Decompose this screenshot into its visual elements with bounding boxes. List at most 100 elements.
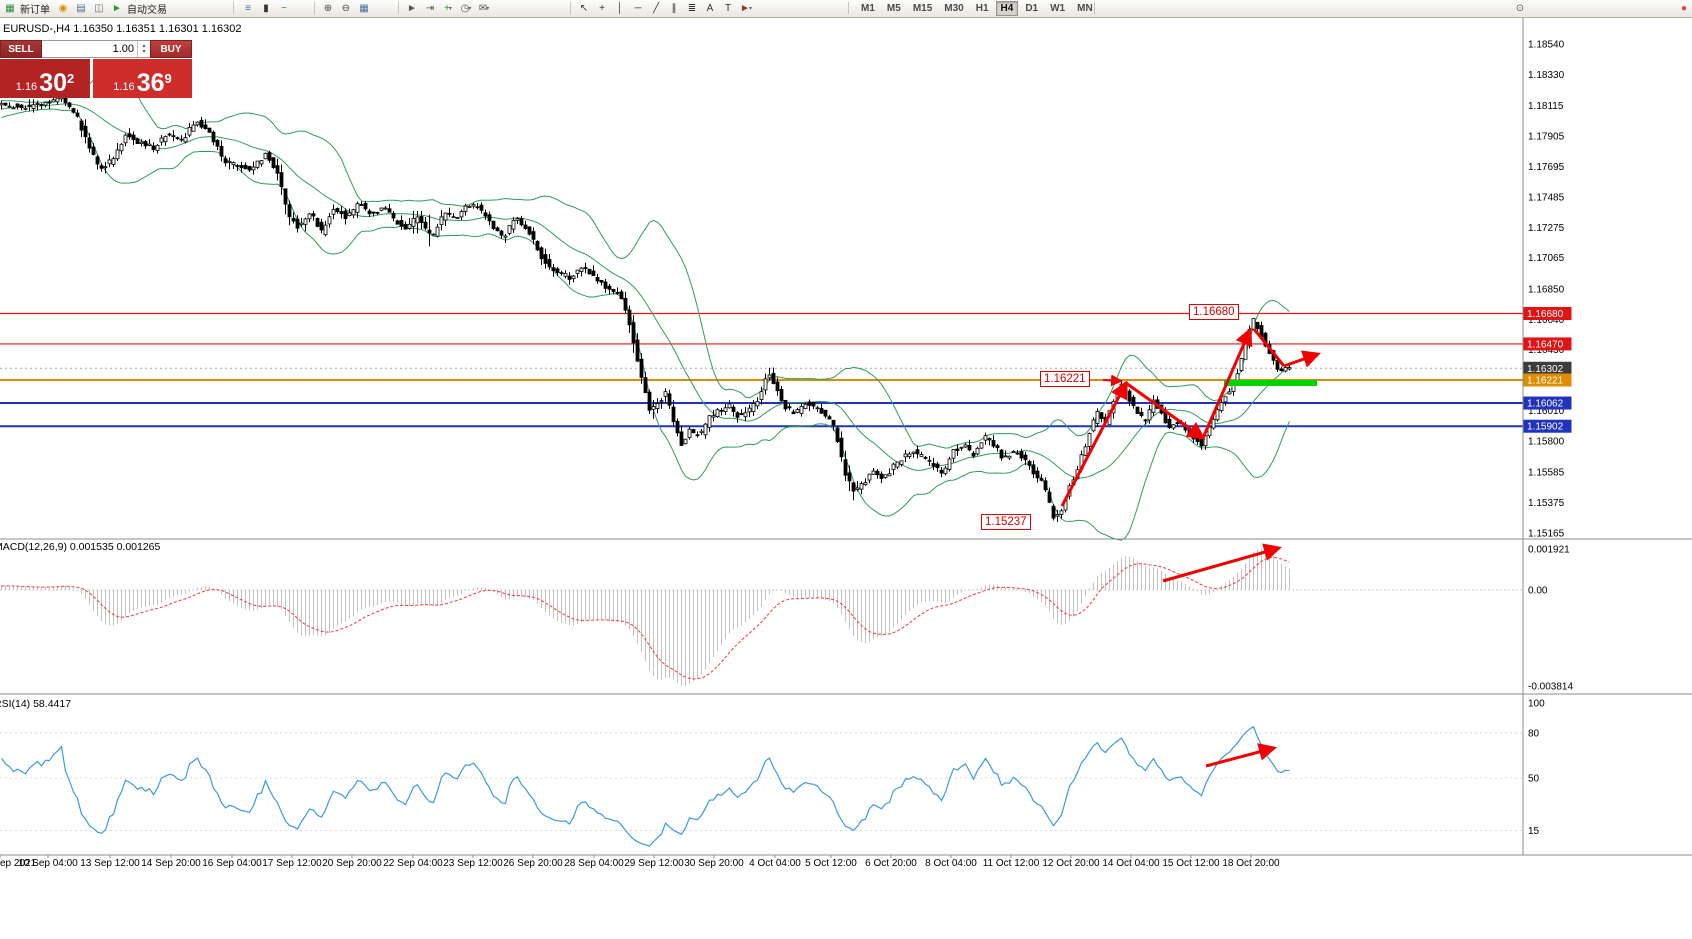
- right-icons-group: ⊙: [1512, 1, 1528, 16]
- trend-arrow[interactable]: [1060, 380, 1128, 507]
- trend-arrow[interactable]: [1201, 327, 1253, 439]
- sell-button[interactable]: SELL: [0, 40, 42, 58]
- price-axis-label: 1.15165: [1528, 529, 1565, 540]
- time-axis-label: 22 Sep 04:00: [383, 858, 443, 869]
- price-axis-label: 1.15800: [1528, 436, 1565, 447]
- auto-scroll-icon[interactable]: ►: [407, 3, 417, 14]
- price-axis-box: 1.15902: [1527, 422, 1564, 433]
- main-toolbar: ▦ 新订单 ◉ ▤ ◫ ► 自动交易 ≡ ▮ ~ ⊕ ⊖ ▦ ► ⇥ + ▾ ◷ ▾ ✉ ▾ ↖ + │ ─ ╱ ∥ ≣ A T ► ▾ M1 M…: [0, 0, 1692, 18]
- trend-arrow[interactable]: [1125, 381, 1206, 440]
- trend-arrow[interactable]: [1162, 543, 1282, 583]
- timeframes-group: M1 M5 M15 M30 H1 H4 D1 W1 MN: [856, 1, 1098, 16]
- tile-windows-icon[interactable]: ▦: [359, 3, 369, 14]
- timeframe-m15[interactable]: M15: [912, 3, 933, 14]
- time-axis-label: 16 Sep 04:00: [202, 858, 262, 869]
- buy-price-tile[interactable]: 1.16 36 9: [93, 59, 192, 98]
- zoom-out-icon[interactable]: ⊖: [341, 3, 351, 14]
- auto-trading-icon[interactable]: ►: [112, 3, 122, 14]
- trend-arrow[interactable]: [1283, 350, 1321, 368]
- auto-trading-label[interactable]: 自动交易: [127, 5, 167, 16]
- price-axis-box: 1.16302: [1527, 364, 1564, 375]
- crosshair-icon[interactable]: +: [599, 3, 605, 14]
- chart-type-group: ≡ ▮ ~: [240, 1, 292, 16]
- draw-tools-group: ↖ + │ ─ ╱ ∥ ≣ A T ► ▾: [576, 1, 754, 16]
- price-annotation[interactable]: 1.15237: [981, 514, 1031, 530]
- periods-icon[interactable]: ◷ ▾: [460, 3, 472, 14]
- new-order-label[interactable]: 新订单: [20, 5, 50, 16]
- trend-arrow[interactable]: [1205, 743, 1277, 768]
- time-axis-label: 11 Oct 12:00: [983, 858, 1040, 869]
- cursor-icon[interactable]: ↖: [579, 3, 589, 14]
- price-annotation[interactable]: 1.16221: [1040, 371, 1090, 387]
- price-axis-label: 1.17065: [1528, 253, 1565, 264]
- timeframe-h1[interactable]: H1: [975, 3, 989, 14]
- zoom-in-icon[interactable]: ⊕: [323, 3, 333, 14]
- label-icon[interactable]: T: [724, 3, 732, 14]
- price-axis-box: 1.16680: [1527, 309, 1564, 320]
- toolbar-separator: [570, 2, 571, 14]
- arrow-objects-icon[interactable]: ► ▾: [740, 3, 752, 14]
- trend-arrow[interactable]: [1252, 328, 1286, 367]
- time-axis-label: 28 Sep 04:00: [564, 858, 624, 869]
- time-axis-label: 29 Sep 12:00: [624, 858, 684, 869]
- lot-stepper[interactable]: ▴ ▾: [137, 41, 150, 57]
- channel-icon[interactable]: ∥: [671, 3, 677, 14]
- chart-tools-group: ► ⇥ + ▾ ◷ ▾ ✉ ▾: [404, 1, 492, 16]
- timeframe-w1[interactable]: W1: [1050, 3, 1066, 14]
- sell-price-tile[interactable]: 1.16 30 2: [0, 59, 90, 98]
- templates-icon[interactable]: ✉ ▾: [478, 3, 490, 14]
- timeframe-m1[interactable]: M1: [861, 3, 875, 14]
- trade-group: ▦ 新订单 ◉ ▤ ◫ ► 自动交易: [2, 1, 170, 16]
- time-axis-label: ep 2021: [0, 858, 37, 869]
- vertical-line-icon[interactable]: │: [616, 3, 624, 14]
- notification-badge[interactable]: ●: [1680, 3, 1688, 14]
- lot-size-value[interactable]: 1.00: [112, 43, 134, 55]
- timeframe-h4[interactable]: H4: [995, 1, 1019, 16]
- price-annotation[interactable]: 1.16680: [1189, 304, 1239, 320]
- trendline-icon[interactable]: ╱: [652, 3, 660, 14]
- horizontal-level-lines[interactable]: [0, 312, 1523, 428]
- one-click-trading-panel: SELL 1.00 ▴ ▾ BUY 1.16 30 2 1.16 36 9: [0, 40, 192, 98]
- rsi-scale-label: 50: [1528, 774, 1540, 785]
- tick-chart-icon[interactable]: ◉: [58, 3, 68, 14]
- sell-price-pips: 30: [39, 69, 67, 97]
- candles-view-icon[interactable]: ▮: [263, 3, 269, 14]
- line-view-icon[interactable]: ~: [281, 3, 287, 14]
- time-axis-label: 30 Sep 20:00: [684, 858, 744, 869]
- bars-view-icon[interactable]: ≡: [245, 3, 251, 14]
- toolbar-separator: [398, 2, 399, 14]
- time-axis-label: 14 Oct 04:00: [1102, 858, 1160, 869]
- profile-icon[interactable]: ◫: [94, 3, 104, 14]
- time-axis-label: 18 Oct 20:00: [1222, 858, 1280, 869]
- buy-price-prefix: 1.16: [113, 81, 135, 93]
- highlight-segment[interactable]: [1224, 380, 1317, 386]
- fibonacci-icon[interactable]: ≣: [687, 3, 697, 14]
- timeframe-mn[interactable]: MN: [1077, 3, 1093, 14]
- text-icon[interactable]: A: [706, 3, 714, 14]
- new-order-icon[interactable]: ▦: [5, 3, 15, 14]
- time-axis-label: 23 Sep 12:00: [443, 858, 503, 869]
- buy-button[interactable]: BUY: [150, 40, 192, 58]
- chart-window-icon[interactable]: ▤: [76, 3, 86, 14]
- macd-scale-label: -0.003814: [1528, 682, 1573, 693]
- trend-arrow[interactable]: [1102, 374, 1123, 387]
- timeframe-d1[interactable]: D1: [1025, 3, 1039, 14]
- time-axis-label: 5 Oct 12:00: [805, 858, 857, 869]
- toolbar-separator: [314, 2, 315, 14]
- chart-ohlc-title: EURUSD-,H4 1.16350 1.16351 1.16301 1.163…: [3, 23, 242, 35]
- chart-shift-icon[interactable]: ⇥: [425, 3, 435, 14]
- macd-indicator-label: MACD(12,26,9) 0.001535 0.001265: [0, 541, 161, 553]
- timeframe-m5[interactable]: M5: [886, 3, 901, 14]
- indicators-add-icon[interactable]: + ▾: [444, 3, 452, 14]
- timeframe-m30[interactable]: M30: [944, 3, 964, 14]
- price-axis-box: 1.16470: [1527, 339, 1564, 350]
- buy-price-pipette: 9: [164, 71, 172, 86]
- search-icon[interactable]: ⊙: [1515, 3, 1525, 14]
- trend-arrows[interactable]: [1060, 327, 1321, 768]
- horizontal-line-icon[interactable]: ─: [634, 3, 642, 14]
- price-axis-label: 1.16640: [1528, 315, 1565, 326]
- lot-size-field[interactable]: 1.00 ▴ ▾: [42, 40, 150, 58]
- time-axis-label: 6 Oct 20:00: [865, 858, 917, 869]
